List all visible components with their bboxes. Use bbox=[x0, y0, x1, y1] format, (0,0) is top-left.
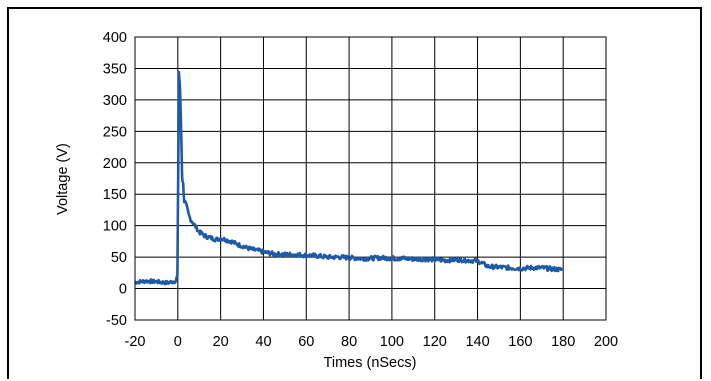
y-tick-labels: -50 0 50 100 150 200 250 300 350 400 bbox=[103, 30, 127, 329]
x-tick-label: 60 bbox=[298, 334, 314, 350]
series-group bbox=[134, 70, 565, 286]
plot-border bbox=[134, 36, 607, 321]
x-tick-label: 200 bbox=[594, 334, 618, 350]
y-tick-label: 250 bbox=[103, 124, 127, 140]
y-tick-label: 200 bbox=[103, 156, 127, 172]
x-tick-label: 140 bbox=[465, 334, 489, 350]
y-tick-label: 300 bbox=[103, 93, 127, 109]
y-tick-label: 350 bbox=[103, 61, 127, 77]
x-tick-labels: -20 0 20 40 60 80 100 120 140 160 180 200 bbox=[125, 334, 619, 350]
plot-area bbox=[135, 37, 606, 320]
x-axis-title: Times (nSecs) bbox=[324, 355, 417, 371]
x-tick-label: 160 bbox=[508, 334, 532, 350]
series-line bbox=[134, 70, 565, 286]
y-tick-label: 150 bbox=[103, 187, 127, 203]
x-tick-label: -20 bbox=[125, 334, 146, 350]
x-tick-label: 40 bbox=[255, 334, 271, 350]
y-axis-title: Voltage (V) bbox=[55, 143, 71, 215]
x-tick-label: 120 bbox=[423, 334, 447, 350]
y-tick-label: -50 bbox=[106, 313, 127, 329]
x-tick-label: 100 bbox=[380, 334, 404, 350]
x-tick-label: 0 bbox=[174, 334, 182, 350]
y-tick-label: 100 bbox=[103, 219, 127, 235]
y-tick-label: 0 bbox=[119, 282, 127, 298]
x-tick-label: 20 bbox=[213, 334, 229, 350]
y-tick-label: 50 bbox=[111, 250, 127, 266]
x-tick-label: 80 bbox=[341, 334, 357, 350]
x-tick-label: 180 bbox=[551, 334, 575, 350]
y-tick-label: 400 bbox=[103, 30, 127, 46]
